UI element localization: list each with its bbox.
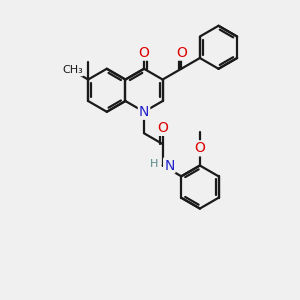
Text: O: O bbox=[194, 141, 205, 155]
Text: N: N bbox=[164, 158, 175, 172]
Text: O: O bbox=[139, 46, 149, 60]
Text: H: H bbox=[149, 159, 158, 169]
Text: O: O bbox=[157, 121, 168, 135]
Text: O: O bbox=[176, 46, 187, 60]
Text: N: N bbox=[139, 105, 149, 119]
Text: CH₃: CH₃ bbox=[62, 65, 83, 75]
